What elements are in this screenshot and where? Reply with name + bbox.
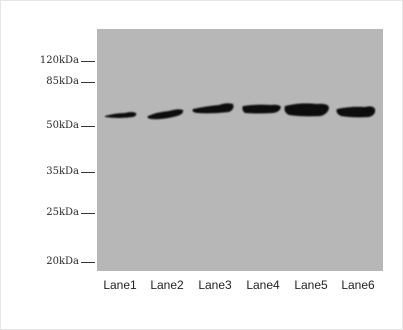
lane-label-3: Lane3: [198, 278, 232, 292]
marker-tick: [81, 61, 95, 62]
lane-label-1: Lane1: [103, 278, 137, 292]
lane-label-6: Lane6: [341, 278, 375, 292]
marker-label: 35kDa: [46, 166, 79, 177]
band-lane6: [336, 106, 376, 118]
band-lane2: [147, 109, 184, 120]
marker-tick: [81, 172, 95, 173]
band-lane3: [192, 103, 234, 114]
marker-tick: [81, 82, 95, 83]
band-lane4: [242, 104, 281, 114]
marker-label: 120kDa: [39, 55, 79, 66]
western-blot-membrane: [97, 29, 383, 271]
marker-tick: [81, 126, 95, 127]
marker-tick: [81, 262, 95, 263]
marker-label: 85kDa: [46, 76, 79, 87]
lane-label-2: Lane2: [150, 278, 184, 292]
marker-tick: [81, 213, 95, 214]
band-lane1: [105, 112, 137, 118]
marker-label: 50kDa: [46, 120, 79, 131]
marker-label: 20kDa: [46, 256, 79, 267]
band-lane5: [284, 103, 329, 117]
marker-label: 25kDa: [46, 207, 79, 218]
lane-label-5: Lane5: [294, 278, 328, 292]
protein-bands: [105, 103, 376, 120]
lane-label-4: Lane4: [246, 278, 280, 292]
